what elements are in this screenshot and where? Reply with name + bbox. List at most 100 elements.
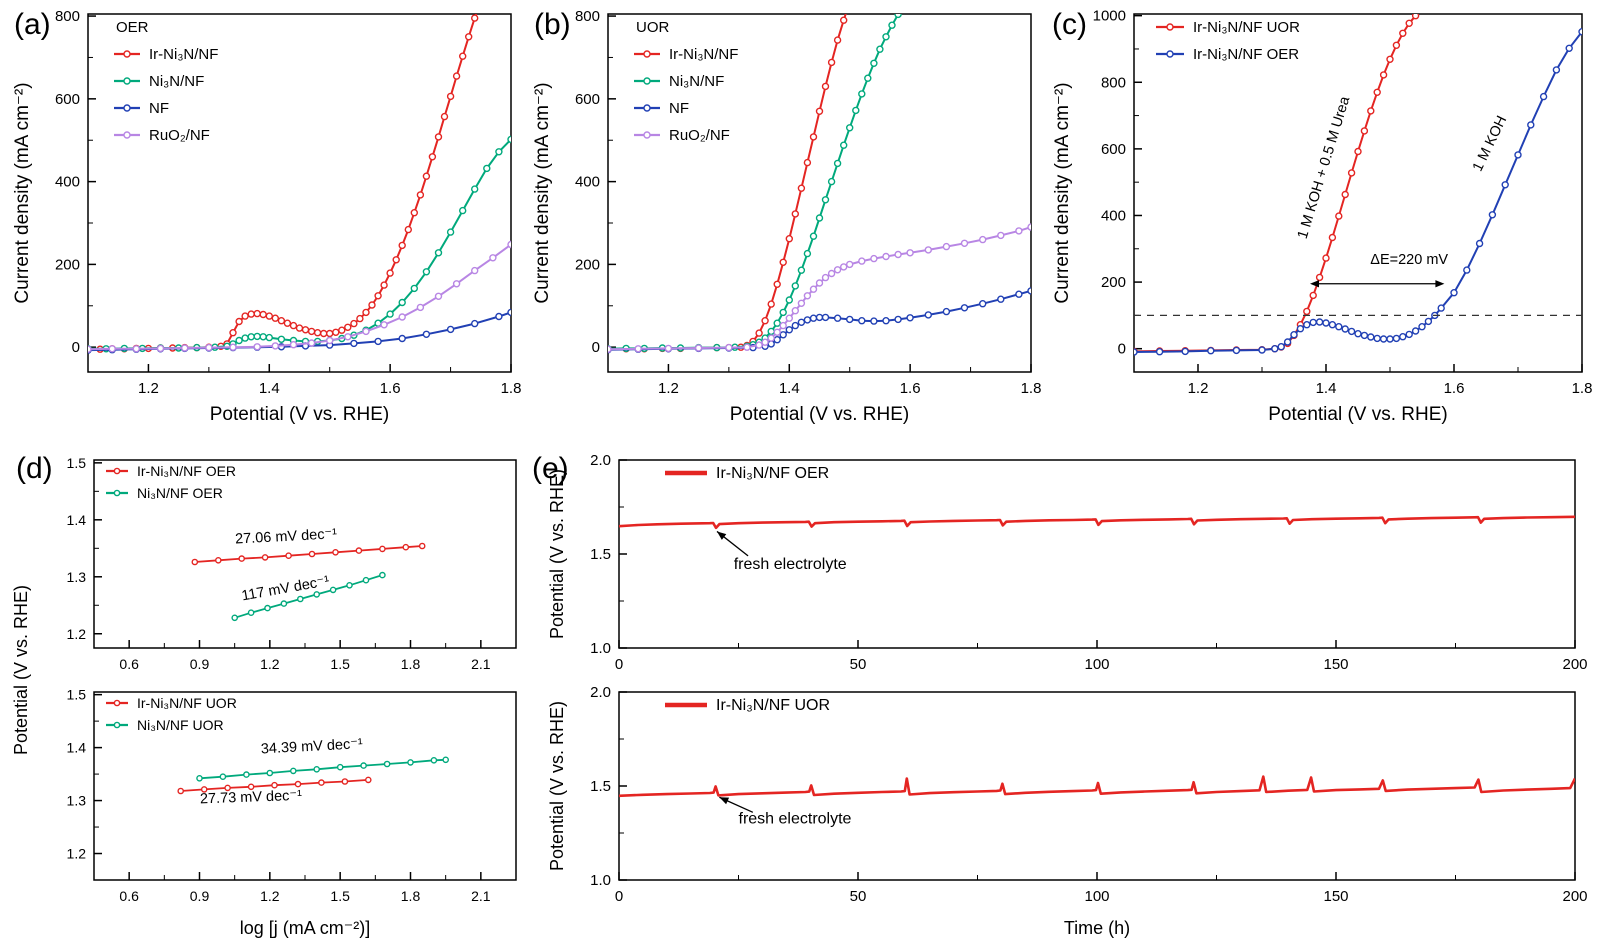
chart-e-stability-oer: 0 50 100 150 200 1.0 1.5 2.0 Potential (V vs. RH… [545,452,1593,689]
panel-label-b: (b) [534,8,571,41]
svg-text:0: 0 [615,888,623,905]
panel-label-e: (e) [532,452,569,485]
svg-text:1.6: 1.6 [1444,380,1465,397]
svg-text:UOR: UOR [636,19,670,36]
svg-text:1 M KOH: 1 M KOH [1470,113,1511,174]
svg-text:1.8: 1.8 [1572,380,1593,397]
svg-text:Ir-Ni₃N/NF: Ir-Ni₃N/NF [669,46,738,63]
svg-text:1.4: 1.4 [67,512,87,528]
svg-text:1.8: 1.8 [401,888,421,904]
svg-text:Current density (mA cm⁻²): Current density (mA cm⁻²) [12,82,33,303]
svg-text:0: 0 [1118,341,1126,358]
svg-text:400: 400 [1101,207,1126,224]
chart-svg-e2: 0 50 100 150 200 1.0 1.5 2.0 Time (h) Potential (… [547,684,1588,938]
svg-text:Ir-Ni₃N/NF UOR: Ir-Ni₃N/NF UOR [1193,19,1300,36]
svg-text:2.1: 2.1 [471,888,491,904]
svg-text:ΔE=220 mV: ΔE=220 mV [1370,252,1448,268]
svg-text:400: 400 [575,174,600,191]
svg-text:150: 150 [1323,656,1348,673]
svg-text:1.3: 1.3 [67,793,87,809]
svg-text:50: 50 [850,656,867,673]
chart-svg-e1: 0 50 100 150 200 1.0 1.5 2.0 Potential (V vs. RH… [547,452,1588,673]
chart-svg-d1: 0.6 0.9 1.2 1.5 1.8 2.1 1.2 1.3 1.4 1.5 27.06 mV d… [67,455,517,672]
svg-text:800: 800 [1101,74,1126,91]
svg-text:600: 600 [1101,141,1126,158]
svg-text:1.3: 1.3 [67,569,87,585]
svg-text:0.9: 0.9 [190,888,210,904]
svg-text:Current density (mA cm⁻²): Current density (mA cm⁻²) [1052,82,1073,303]
panel-d-y-axis-label: Potential (V vs. RHE) [11,584,31,756]
svg-text:0.9: 0.9 [190,656,210,672]
svg-text:1.0: 1.0 [590,872,611,889]
svg-text:100: 100 [1084,656,1109,673]
svg-text:2.0: 2.0 [590,452,611,469]
panel-label-a: (a) [14,8,51,41]
svg-text:fresh electrolyte: fresh electrolyte [739,811,852,828]
svg-text:1.5: 1.5 [590,778,611,795]
svg-text:800: 800 [575,8,600,25]
svg-text:1.5: 1.5 [590,546,611,563]
svg-text:800: 800 [55,8,80,25]
chart-svg-b: 1.2 1.4 1.6 1.8 0 200 400 600 800 Potential (V vs… [532,8,1042,425]
svg-text:1.4: 1.4 [779,380,800,397]
svg-text:Potential (V vs. RHE): Potential (V vs. RHE) [547,469,567,639]
svg-text:1.2: 1.2 [658,380,679,397]
svg-text:34.39 mV dec⁻¹: 34.39 mV dec⁻¹ [260,736,363,757]
svg-text:600: 600 [55,91,80,108]
svg-text:NF: NF [669,100,689,117]
svg-text:200: 200 [1101,274,1126,291]
svg-text:0: 0 [592,339,600,356]
chart-e-stability-uor: 0 50 100 150 200 1.0 1.5 2.0 Time (h) Potential (… [545,684,1593,951]
svg-text:200: 200 [1562,656,1587,673]
svg-text:Ir-Ni₃N/NF OER: Ir-Ni₃N/NF OER [1193,46,1299,63]
chart-d-tafel-oer: 0.6 0.9 1.2 1.5 1.8 2.1 1.2 1.3 1.4 1.5 27.06 mV d… [30,452,530,689]
svg-text:600: 600 [575,91,600,108]
svg-text:log [j (mA cm⁻²)]: log [j (mA cm⁻²)] [240,918,371,938]
svg-text:1.5: 1.5 [67,687,87,703]
svg-text:1.2: 1.2 [260,656,280,672]
svg-text:Current density (mA cm⁻²): Current density (mA cm⁻²) [532,82,553,303]
svg-text:200: 200 [575,256,600,273]
svg-text:1.4: 1.4 [1316,380,1337,397]
svg-text:Ir-Ni₃N/NF OER: Ir-Ni₃N/NF OER [716,465,829,482]
svg-text:1.6: 1.6 [900,380,921,397]
svg-text:400: 400 [55,174,80,191]
svg-text:150: 150 [1323,888,1348,905]
svg-text:1.2: 1.2 [260,888,280,904]
chart-svg-d2: 0.6 0.9 1.2 1.5 1.8 2.1 1.2 1.3 1.4 1.5 log [j (mA… [67,687,517,938]
svg-text:2.0: 2.0 [590,684,611,701]
svg-text:Potential (V vs. RHE): Potential (V vs. RHE) [547,701,567,871]
svg-text:NF: NF [149,100,169,117]
svg-text:1.6: 1.6 [380,380,401,397]
svg-text:0.6: 0.6 [119,888,139,904]
svg-text:2.1: 2.1 [471,656,491,672]
svg-text:1.2: 1.2 [67,846,87,862]
svg-text:Ni₃N/NF OER: Ni₃N/NF OER [137,485,223,501]
svg-text:27.73 mV dec⁻¹: 27.73 mV dec⁻¹ [200,788,303,808]
svg-text:Potential (V vs. RHE): Potential (V vs. RHE) [210,404,390,425]
svg-text:RuO₂/NF: RuO₂/NF [669,127,730,144]
svg-text:200: 200 [55,256,80,273]
panel-label-c: (c) [1052,8,1087,41]
svg-text:Ir-Ni₃N/NF UOR: Ir-Ni₃N/NF UOR [137,695,237,711]
svg-text:1.8: 1.8 [401,656,421,672]
svg-text:1.2: 1.2 [138,380,159,397]
svg-text:Ni₃N/NF UOR: Ni₃N/NF UOR [137,717,224,733]
svg-text:100: 100 [1084,888,1109,905]
svg-text:Ir-Ni₃N/NF UOR: Ir-Ni₃N/NF UOR [716,697,830,714]
svg-text:Ni₃N/NF: Ni₃N/NF [669,73,724,90]
svg-text:RuO₂/NF: RuO₂/NF [149,127,210,144]
svg-text:1.8: 1.8 [501,380,522,397]
svg-text:OER: OER [116,19,149,36]
chart-a-oer-lsv: 1.2 1.4 1.6 1.8 0 200 400 600 800 Potential (V vs… [8,4,523,437]
panel-label-d: (d) [16,452,53,485]
svg-text:fresh electrolyte: fresh electrolyte [734,556,847,573]
svg-text:1.8: 1.8 [1021,380,1042,397]
chart-c-uor-vs-oer: 1.2 1.4 1.6 1.8 0 200 400 600 800 1000 Potential (… [1048,4,1596,437]
svg-text:0: 0 [615,656,623,673]
svg-text:Time (h): Time (h) [1064,918,1130,938]
svg-text:1.2: 1.2 [67,626,87,642]
svg-text:1 M KOH + 0.5 M Urea: 1 M KOH + 0.5 M Urea [1295,94,1354,241]
chart-svg-c: 1.2 1.4 1.6 1.8 0 200 400 600 800 1000 Potential (… [1052,8,1593,425]
